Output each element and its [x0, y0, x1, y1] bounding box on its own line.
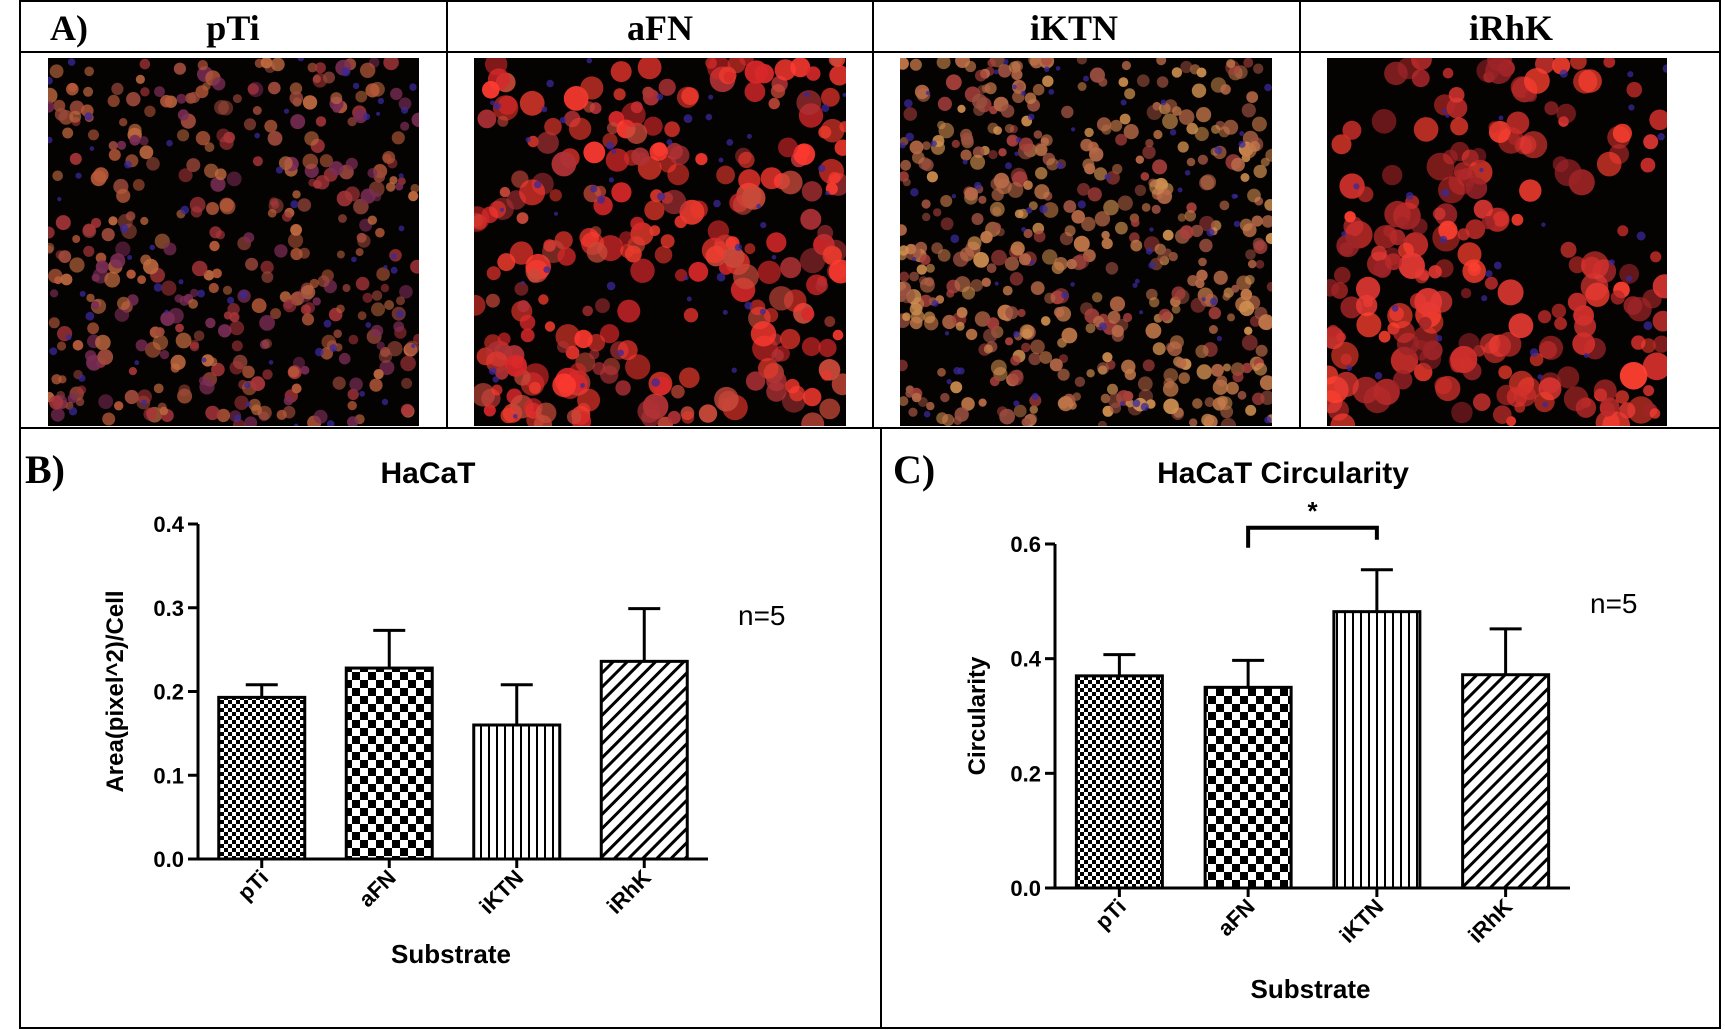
panel-a-label: A): [50, 8, 88, 48]
image-title-afn: aFN: [627, 8, 693, 48]
x-tick-label: iRhK: [1463, 894, 1517, 948]
x-tick-label: iKTN: [474, 865, 528, 919]
x-axis-label: Substrate: [1251, 974, 1371, 1004]
y-tick-label: 0.3: [153, 596, 184, 621]
significance-bracket: [1246, 525, 1379, 548]
y-tick-label: 0.1: [153, 763, 184, 788]
chart-hacat-area: HaCaT 0.0 0.1 0.2 0.3 0.4 Area(pixel^2)/Cell pT…: [102, 457, 708, 969]
bar-afn: [344, 666, 434, 861]
panel-c-frame: [880, 427, 1721, 1029]
n-annotation: n=5: [1590, 588, 1638, 619]
panel-b-label: B): [25, 447, 65, 492]
bar-pti: [217, 695, 307, 861]
y-tick-label: 0.6: [1010, 532, 1041, 557]
panel-b-frame: [19, 427, 882, 1029]
y-axis-label: Circularity: [964, 656, 991, 775]
x-tick-label: iKTN: [1334, 894, 1388, 948]
image-title-iktn: iKTN: [1030, 8, 1118, 48]
panel-c-label: C): [893, 447, 935, 492]
y-tick-label: 0.4: [1010, 647, 1041, 672]
bar-afn: [1203, 685, 1293, 890]
panel-frames: [19, 0, 1721, 1029]
x-tick-label: aFN: [354, 865, 401, 912]
chart-hacat-circularity: HaCaT Circularity 0.0 0.2 0.4 0.6 Circularity…: [964, 457, 1570, 1004]
x-tick-label: pTi: [233, 865, 274, 906]
y-tick-label: 0.0: [153, 847, 184, 872]
x-tick-label: pTi: [1090, 894, 1131, 935]
bar-iktn: [472, 723, 562, 861]
n-annotation: n=5: [738, 600, 786, 631]
micrograph-afn: [474, 58, 846, 426]
chart-title: HaCaT: [380, 457, 475, 490]
x-tick-label: aFN: [1213, 894, 1260, 941]
chart-title: HaCaT Circularity: [1157, 457, 1409, 490]
micrograph-pti: [48, 58, 419, 426]
y-tick-label: 0.4: [153, 512, 184, 537]
y-axis-label: Area(pixel^2)/Cell: [102, 590, 129, 792]
significance-label: *: [1307, 496, 1318, 526]
bar-pti: [1074, 674, 1164, 890]
y-tick-label: 0.2: [153, 680, 184, 705]
y-tick-label: 0.2: [1010, 761, 1041, 786]
micrograph-irhk: [1327, 58, 1667, 426]
image-title-pti: pTi: [206, 8, 259, 48]
bar-iktn: [1332, 610, 1422, 890]
x-tick-label: iRhK: [602, 865, 656, 919]
image-title-irhk: iRhK: [1469, 8, 1553, 48]
x-axis-label: Substrate: [391, 939, 511, 969]
bar-irhk: [599, 659, 689, 861]
bar-irhk: [1461, 673, 1551, 890]
micrograph-iktn: [900, 58, 1272, 426]
y-tick-label: 0.0: [1010, 876, 1041, 901]
